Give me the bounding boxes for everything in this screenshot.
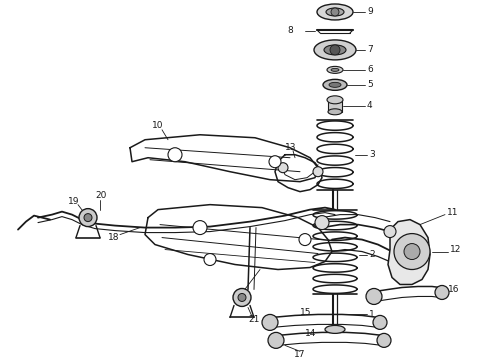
- Circle shape: [373, 315, 387, 329]
- Circle shape: [168, 148, 182, 162]
- Text: 9: 9: [367, 8, 373, 17]
- Ellipse shape: [324, 45, 346, 55]
- Circle shape: [79, 209, 97, 226]
- Text: 12: 12: [450, 245, 462, 254]
- Text: 4: 4: [367, 101, 372, 110]
- Ellipse shape: [323, 79, 347, 90]
- Circle shape: [204, 253, 216, 266]
- Polygon shape: [328, 100, 342, 112]
- Ellipse shape: [328, 109, 342, 115]
- Text: 16: 16: [448, 285, 460, 294]
- Text: 5: 5: [367, 80, 373, 89]
- Text: 3: 3: [369, 150, 375, 159]
- Circle shape: [233, 288, 251, 306]
- Circle shape: [330, 45, 340, 55]
- Text: 15: 15: [300, 308, 312, 317]
- Text: 21: 21: [248, 315, 259, 324]
- Text: 19: 19: [68, 197, 79, 206]
- Text: 13: 13: [285, 143, 296, 152]
- Text: 18: 18: [108, 233, 120, 242]
- Circle shape: [331, 8, 339, 16]
- Circle shape: [278, 163, 288, 173]
- Ellipse shape: [329, 82, 341, 87]
- Ellipse shape: [314, 40, 356, 60]
- Circle shape: [269, 156, 281, 168]
- Text: 8: 8: [287, 26, 293, 35]
- Ellipse shape: [326, 8, 344, 16]
- Ellipse shape: [325, 325, 345, 333]
- Circle shape: [262, 314, 278, 330]
- Ellipse shape: [331, 68, 339, 71]
- Circle shape: [384, 226, 396, 238]
- Text: 11: 11: [447, 208, 459, 217]
- Circle shape: [193, 221, 207, 235]
- Text: 10: 10: [152, 121, 164, 130]
- Circle shape: [313, 167, 323, 177]
- Text: 2: 2: [369, 250, 375, 259]
- Circle shape: [299, 234, 311, 246]
- Circle shape: [377, 333, 391, 347]
- Text: 6: 6: [367, 66, 373, 75]
- Circle shape: [435, 285, 449, 300]
- Circle shape: [315, 216, 329, 230]
- Circle shape: [394, 234, 430, 270]
- Text: 14: 14: [305, 329, 317, 338]
- Text: 20: 20: [95, 191, 106, 200]
- Text: 17: 17: [294, 350, 306, 359]
- Circle shape: [268, 332, 284, 348]
- Circle shape: [404, 244, 420, 260]
- Circle shape: [366, 288, 382, 305]
- Ellipse shape: [317, 4, 353, 20]
- Circle shape: [238, 293, 246, 301]
- Ellipse shape: [327, 96, 343, 104]
- Polygon shape: [388, 220, 430, 284]
- Text: 7: 7: [367, 45, 373, 54]
- Text: 1: 1: [369, 310, 375, 319]
- Ellipse shape: [327, 66, 343, 73]
- Circle shape: [84, 213, 92, 222]
- Text: 10: 10: [235, 290, 246, 299]
